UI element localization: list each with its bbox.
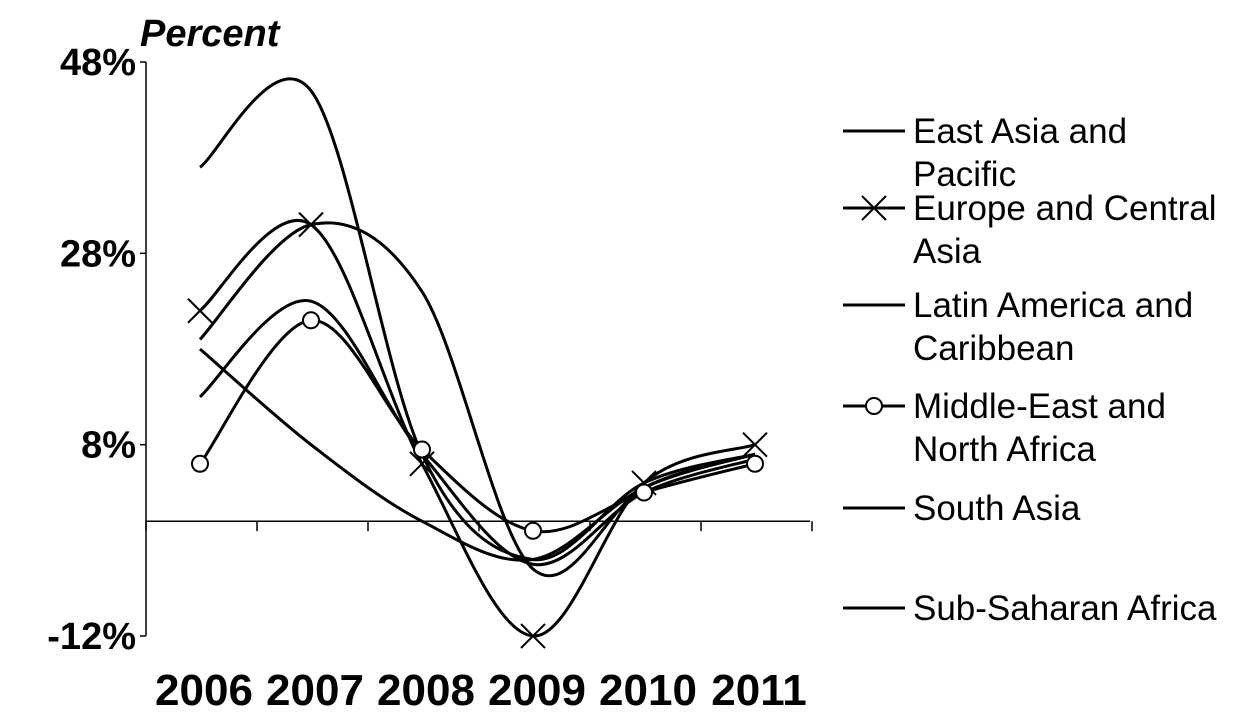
data-point-middle-east-and-north-africa	[746, 454, 764, 473]
legend-label: Europe and Central Asia	[913, 189, 1217, 271]
x-tick-label: 2011	[711, 666, 806, 715]
x-tick-label: 2010	[599, 666, 697, 715]
series-line-south-asia	[199, 347, 756, 562]
data-point-middle-east-and-north-africa	[302, 311, 320, 330]
y-tick-label: 28%	[60, 233, 136, 275]
data-point-europe-and-central-asia	[187, 298, 213, 324]
series-markers	[187, 211, 768, 649]
legend-item-europe-and-central-asia: Europe and Central Asia	[843, 189, 1217, 271]
legend-item-latin-america-and-caribbean: Latin America and Caribbean	[843, 286, 1193, 368]
y-tick-label: 8%	[81, 425, 136, 467]
x-tick-labels: 2006 2007 2008 2009 2010 2011	[155, 666, 807, 715]
data-point-middle-east-and-north-africa	[524, 521, 542, 540]
series-line-east-asia-and-pacific	[199, 77, 756, 561]
series-lines	[198, 77, 756, 638]
x-tick-label: 2007	[266, 666, 364, 715]
data-point-europe-and-central-asia	[298, 211, 324, 238]
y-axis-title: Percent	[140, 13, 281, 55]
y-tick-label: -12%	[47, 616, 136, 658]
legend-marker	[861, 195, 887, 221]
legend-item-south-asia: South Asia	[843, 489, 1081, 528]
legend-label: South Asia	[913, 489, 1081, 528]
chart-axes	[140, 61, 813, 637]
data-point-europe-and-central-asia	[742, 431, 768, 458]
x-tick-label: 2008	[377, 666, 475, 715]
legend-label: East Asia and Pacific	[913, 112, 1127, 194]
legend-item-middle-east-and-north-africa: Middle-East and North Africa	[843, 387, 1166, 469]
legend-item-sub-saharan-africa: Sub-Saharan Africa	[843, 589, 1217, 628]
x-tick-label: 2009	[488, 666, 586, 715]
legend-label: Latin America and Caribbean	[913, 286, 1193, 368]
legend-label: Middle-East and North Africa	[913, 387, 1166, 469]
data-point-middle-east-and-north-africa	[635, 483, 653, 502]
legend-marker	[865, 397, 883, 415]
legend-item-east-asia-and-pacific: East Asia and Pacific	[843, 112, 1127, 194]
series-line-middle-east-and-north-africa	[198, 318, 756, 534]
data-point-europe-and-central-asia	[409, 451, 435, 477]
data-point-middle-east-and-north-africa	[413, 440, 431, 459]
y-tick-labels: -12% 8% 28% 48%	[47, 42, 136, 658]
y-tick-label: 48%	[60, 42, 136, 84]
legend-label: Sub-Saharan Africa	[913, 589, 1217, 628]
series-line-sub-saharan-africa	[198, 299, 756, 567]
data-point-middle-east-and-north-africa	[191, 454, 209, 473]
data-point-europe-and-central-asia	[520, 623, 546, 649]
series-line-europe-and-central-asia	[199, 219, 756, 638]
x-tick-label: 2006	[155, 666, 253, 715]
